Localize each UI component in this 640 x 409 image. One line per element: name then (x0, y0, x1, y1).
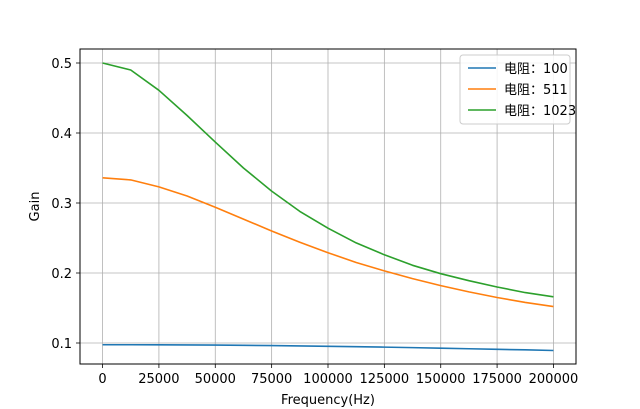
x-tick-label: 50000 (195, 372, 236, 387)
y-axis-title: Gain (28, 192, 43, 222)
x-tick-label: 200000 (529, 372, 579, 387)
x-tick-label: 0 (98, 372, 106, 387)
x-tick-label: 125000 (360, 372, 410, 387)
legend-label-1: 电阻：511 (504, 83, 568, 98)
legend-box (459, 54, 571, 125)
y-tick-label: 0.1 (51, 337, 72, 352)
y-tick-label: 0.3 (51, 197, 72, 212)
x-tick-label: 100000 (303, 372, 353, 387)
x-tick-label: 25000 (138, 372, 179, 387)
series-line-2 (102, 62, 554, 298)
x-tick-label: 175000 (472, 372, 522, 387)
x-tick-label: 75000 (251, 372, 292, 387)
axis-ticks: 0 25000 50000 75000 100000 125000 150000 175000… (51, 57, 578, 387)
y-tick-label: 0.4 (51, 127, 72, 142)
legend-label-0: 电阻：100 (504, 62, 568, 77)
x-axis-title: Frequency(Hz) (281, 393, 375, 408)
legend: 电阻：100 电阻：511 电阻：1023 (459, 54, 576, 125)
legend-label-2: 电阻：1023 (504, 104, 576, 119)
x-tick-label: 150000 (416, 372, 466, 387)
y-tick-label: 0.2 (51, 267, 72, 282)
series-lines (102, 62, 554, 352)
y-tick-label: 0.5 (51, 57, 72, 72)
series-line-1 (102, 177, 554, 308)
series-line-0 (102, 343, 554, 352)
